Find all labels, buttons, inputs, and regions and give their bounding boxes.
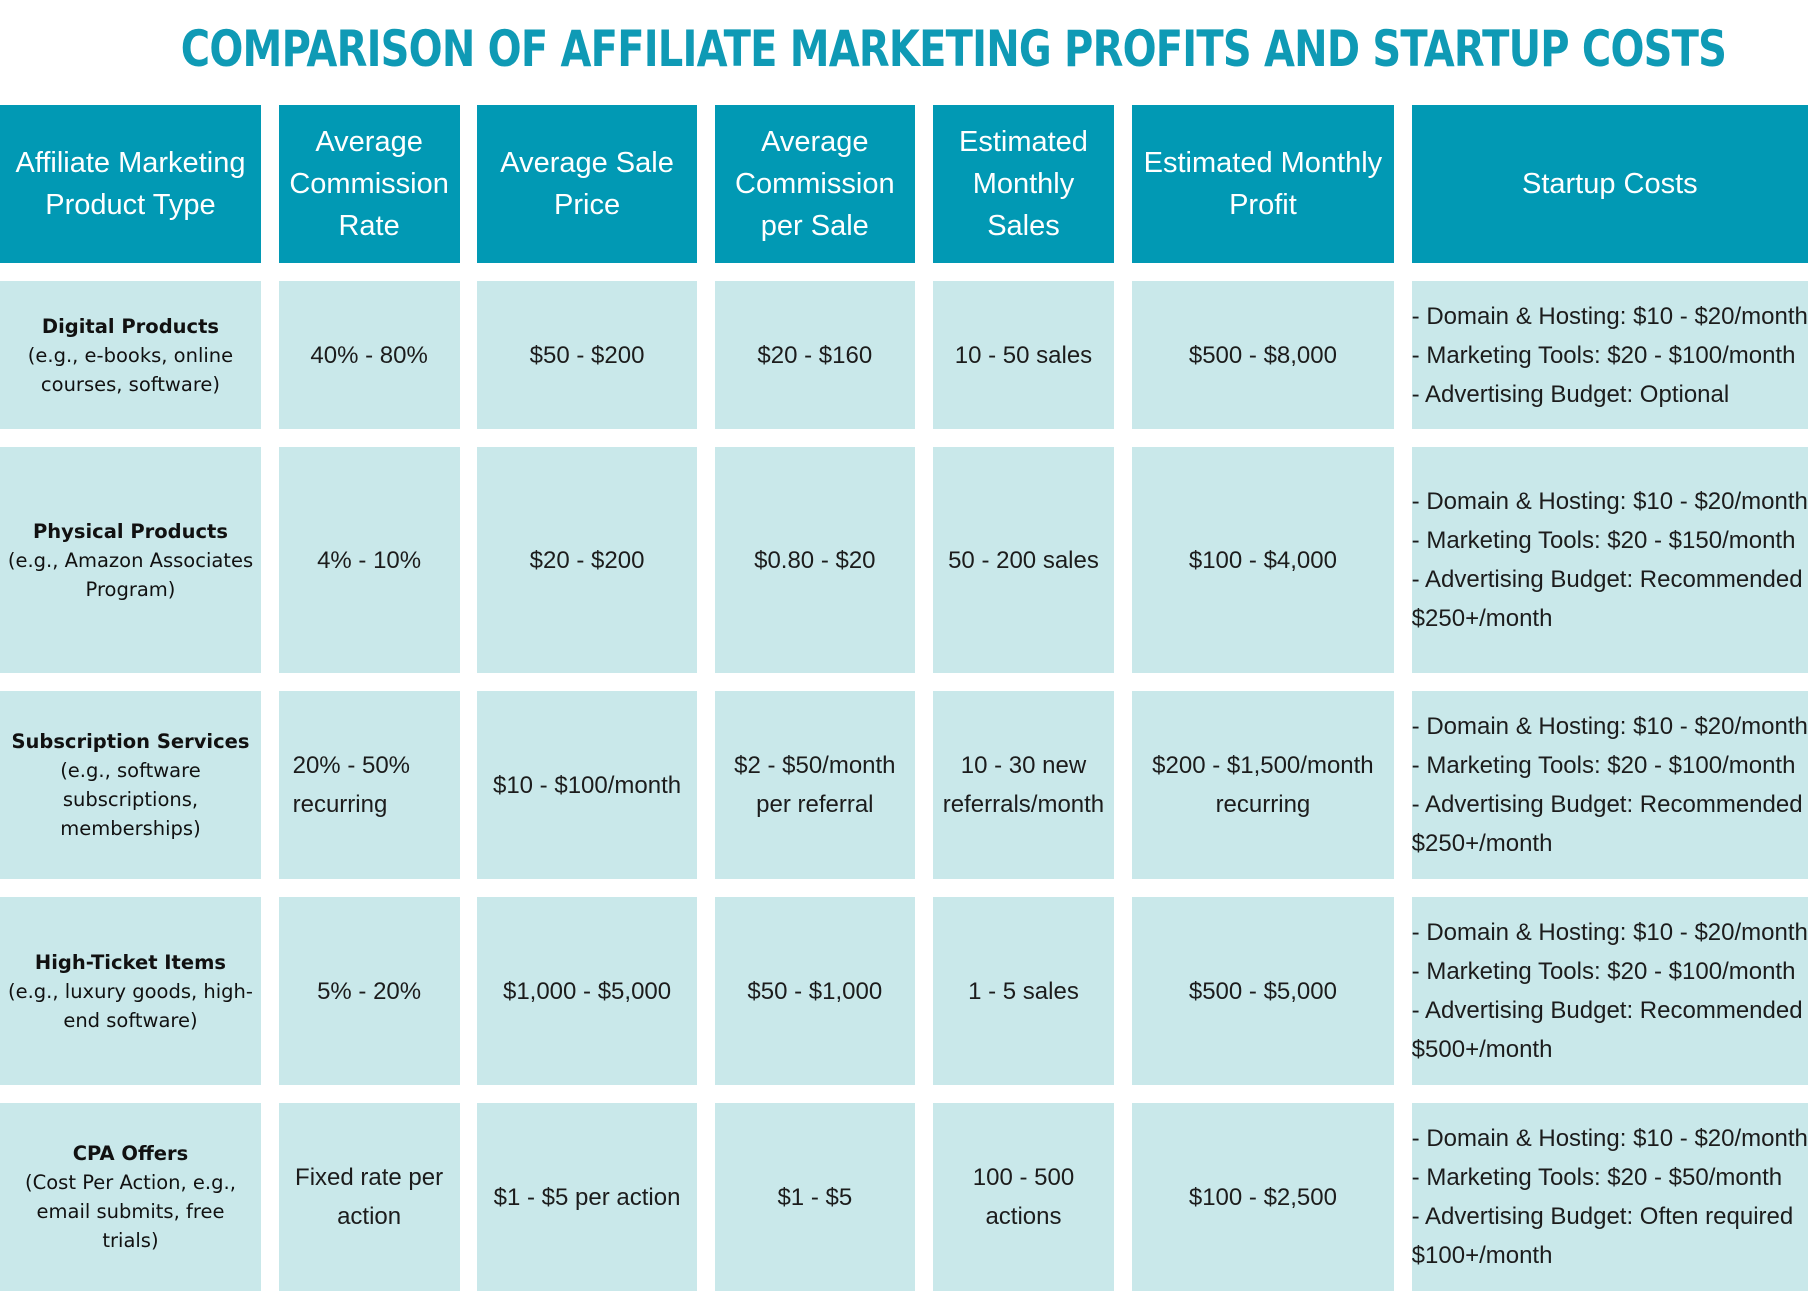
table-row: Digital Products (e.g., e-books, online …: [0, 281, 1808, 429]
header-product-type: Affiliate Marketing Product Type: [0, 105, 261, 263]
monthly-profit-cell: $200 - $1,500/month recurring: [1131, 691, 1395, 879]
sale-price-cell: $20 - $200: [477, 447, 697, 673]
product-type-name: Physical Products: [32, 519, 228, 543]
product-type-name: Subscription Services: [11, 730, 250, 753]
startup-cost-line: $100+/month: [1411, 1242, 1553, 1269]
product-type-description: (e.g., e-books, online courses, software…: [27, 343, 234, 396]
product-type-cell: Subscription Services (e.g., software su…: [0, 691, 261, 879]
page-title: COMPARISON OF AFFILIATE MARKETING PROFIT…: [180, 20, 1727, 78]
product-type-description: (e.g., luxury goods, high-end software): [8, 979, 253, 1032]
header-commission-per-sale: Average Commission per Sale: [714, 105, 916, 263]
commission-per-sale-cell: $20 - $160: [714, 281, 916, 429]
startup-cost-line: - Domain & Hosting: $10 - $20/month: [1411, 1125, 1808, 1152]
startup-costs-cell: - Domain & Hosting: $10 - $20/month - Ma…: [1411, 1103, 1808, 1291]
monthly-sales-cell: 100 - 500 actions: [932, 1103, 1115, 1291]
monthly-sales-cell: 10 - 30 new referrals/month: [932, 691, 1115, 879]
startup-costs-cell: - Domain & Hosting: $10 - $20/month - Ma…: [1411, 281, 1808, 429]
commission-per-sale-cell: $50 - $1,000: [714, 897, 916, 1085]
sale-price-cell: $10 - $100/month: [477, 691, 697, 879]
sale-price-cell: $1,000 - $5,000: [477, 897, 697, 1085]
startup-cost-line: - Marketing Tools: $20 - $150/month: [1411, 527, 1796, 554]
monthly-sales-cell: 50 - 200 sales: [932, 447, 1115, 673]
monthly-profit-cell: $500 - $8,000: [1131, 281, 1395, 429]
header-startup-costs: Startup Costs: [1411, 105, 1808, 263]
startup-cost-line: $250+/month: [1411, 605, 1553, 632]
product-type-description: (e.g., Amazon Associates Program): [7, 548, 254, 601]
startup-costs-cell: - Domain & Hosting: $10 - $20/month - Ma…: [1411, 691, 1808, 879]
commission-per-sale-cell: $2 - $50/month per referral: [714, 691, 916, 879]
startup-cost-line: - Advertising Budget: Recommended: [1411, 791, 1803, 818]
commission-rate-cell: 40% - 80%: [278, 281, 460, 429]
startup-costs-cell: - Domain & Hosting: $10 - $20/month - Ma…: [1411, 897, 1808, 1085]
product-type-name: High-Ticket Items: [34, 950, 227, 974]
monthly-profit-cell: $500 - $5,000: [1131, 897, 1395, 1085]
startup-cost-line: - Advertising Budget: Optional: [1411, 380, 1730, 408]
commission-rate-cell: 20% - 50% recurring: [278, 691, 460, 879]
header-row: Affiliate Marketing Product Type Average…: [0, 105, 1808, 263]
product-type-description: (Cost Per Action, e.g., email submits, f…: [25, 1171, 236, 1252]
sale-price-cell: $1 - $5 per action: [477, 1103, 697, 1291]
commission-per-sale-cell: $1 - $5: [714, 1103, 916, 1291]
startup-cost-line: - Marketing Tools: $20 - $100/month: [1411, 341, 1796, 369]
product-type-name: CPA Offers: [72, 1142, 189, 1165]
sale-price-cell: $50 - $200: [477, 281, 697, 429]
monthly-sales-cell: 1 - 5 sales: [932, 897, 1115, 1085]
startup-cost-line: - Domain & Hosting: $10 - $20/month: [1411, 302, 1808, 330]
startup-cost-line: - Marketing Tools: $20 - $50/month: [1411, 1164, 1783, 1191]
commission-rate-cell: 4% - 10%: [278, 447, 460, 673]
table-row: Physical Products (e.g., Amazon Associat…: [0, 447, 1808, 673]
product-type-cell: High-Ticket Items (e.g., luxury goods, h…: [0, 897, 261, 1085]
product-type-name: Digital Products: [41, 314, 220, 338]
startup-cost-line: - Advertising Budget: Recommended: [1411, 997, 1803, 1024]
header-monthly-profit: Estimated Monthly Profit: [1131, 105, 1395, 263]
product-type-cell: Physical Products (e.g., Amazon Associat…: [0, 447, 261, 673]
commission-rate-cell: 5% - 20%: [278, 897, 460, 1085]
product-type-cell: CPA Offers (Cost Per Action, e.g., email…: [0, 1103, 261, 1291]
monthly-sales-cell: 10 - 50 sales: [932, 281, 1115, 429]
startup-cost-line: - Marketing Tools: $20 - $100/month: [1411, 958, 1796, 985]
startup-cost-line: $500+/month: [1411, 1036, 1553, 1063]
comparison-table: Affiliate Marketing Product Type Average…: [0, 105, 1808, 1291]
table-row: Subscription Services (e.g., software su…: [0, 691, 1808, 879]
commission-rate-cell: Fixed rate per action: [278, 1103, 460, 1291]
header-sale-price: Average Sale Price: [477, 105, 697, 263]
monthly-profit-cell: $100 - $4,000: [1131, 447, 1395, 673]
header-monthly-sales: Estimated Monthly Sales: [932, 105, 1115, 263]
table-row: High-Ticket Items (e.g., luxury goods, h…: [0, 897, 1808, 1085]
product-type-description: (e.g., software subscriptions, membershi…: [60, 759, 201, 840]
startup-cost-line: - Advertising Budget: Recommended: [1411, 566, 1803, 593]
startup-costs-cell: - Domain & Hosting: $10 - $20/month - Ma…: [1411, 447, 1808, 673]
startup-cost-line: - Domain & Hosting: $10 - $20/month: [1411, 919, 1808, 946]
startup-cost-line: - Advertising Budget: Often required: [1411, 1203, 1794, 1230]
monthly-profit-cell: $100 - $2,500: [1131, 1103, 1395, 1291]
startup-cost-line: $250+/month: [1411, 830, 1553, 857]
startup-cost-line: - Marketing Tools: $20 - $100/month: [1411, 752, 1796, 779]
product-type-cell: Digital Products (e.g., e-books, online …: [0, 281, 261, 429]
header-commission-rate: Average Commission Rate: [278, 105, 460, 263]
startup-cost-line: - Domain & Hosting: $10 - $20/month: [1411, 713, 1808, 740]
commission-per-sale-cell: $0.80 - $20: [714, 447, 916, 673]
table-row: CPA Offers (Cost Per Action, e.g., email…: [0, 1103, 1808, 1291]
startup-cost-line: - Domain & Hosting: $10 - $20/month: [1411, 488, 1808, 515]
